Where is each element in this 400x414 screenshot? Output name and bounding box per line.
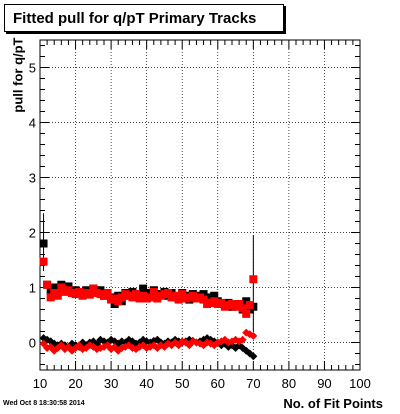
x-axis-label: No. of Fit Points bbox=[283, 396, 383, 411]
data-point bbox=[57, 283, 66, 292]
x-tick-label: 70 bbox=[246, 376, 260, 391]
y-tick-label: 1 bbox=[29, 281, 36, 296]
x-tick-label: 50 bbox=[175, 376, 189, 391]
x-tick-label: 100 bbox=[349, 376, 371, 391]
data-point bbox=[249, 352, 258, 361]
y-tick-label: 5 bbox=[29, 61, 36, 76]
plot-frame bbox=[39, 39, 361, 371]
data-point bbox=[245, 301, 254, 310]
data-point bbox=[238, 335, 247, 344]
y-tick-label: 0 bbox=[29, 336, 36, 351]
data-point bbox=[39, 239, 48, 248]
y-tick-label: 2 bbox=[29, 226, 36, 241]
chart-title-box: Fitted pull for q/pT Primary Tracks bbox=[4, 4, 284, 32]
data-point bbox=[249, 275, 258, 284]
x-tick-label: 10 bbox=[33, 376, 47, 391]
data-point bbox=[199, 295, 208, 304]
data-point bbox=[178, 290, 187, 299]
datestamp: Wed Oct 8 18:30:58 2014 bbox=[3, 400, 85, 407]
data-point bbox=[164, 289, 172, 297]
data-point bbox=[43, 280, 52, 289]
chart-title: Fitted pull for q/pT Primary Tracks bbox=[13, 10, 257, 27]
x-tick-label: 20 bbox=[68, 376, 82, 391]
y-tick-label: 3 bbox=[29, 171, 36, 186]
data-point bbox=[210, 291, 219, 300]
data-point bbox=[235, 300, 244, 308]
y-tick-label: 4 bbox=[29, 116, 36, 131]
data-point bbox=[249, 331, 258, 340]
x-tick-label: 40 bbox=[139, 376, 153, 391]
data-point bbox=[132, 290, 140, 299]
x-tick-label: 60 bbox=[211, 376, 225, 391]
data-point bbox=[146, 293, 155, 302]
x-tick-label: 30 bbox=[104, 376, 118, 391]
data-point bbox=[174, 295, 183, 304]
data-point bbox=[139, 284, 148, 293]
data-point bbox=[39, 257, 48, 266]
data-point bbox=[103, 289, 112, 297]
data-point bbox=[238, 304, 247, 313]
data-point bbox=[46, 293, 55, 302]
data-point bbox=[85, 290, 94, 299]
data-point bbox=[149, 287, 158, 296]
data-point bbox=[57, 341, 66, 350]
x-tick-label: 80 bbox=[282, 376, 296, 391]
x-tick-label: 90 bbox=[317, 376, 331, 391]
data-point bbox=[89, 284, 98, 293]
data-point bbox=[242, 309, 251, 318]
data-point bbox=[53, 291, 62, 300]
